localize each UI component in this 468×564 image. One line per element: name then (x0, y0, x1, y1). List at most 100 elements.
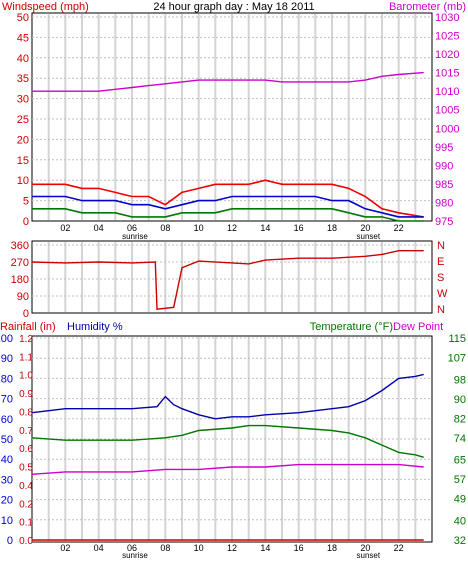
x-tick-label: 14 (260, 223, 270, 233)
x-tick-label: 22 (394, 223, 404, 233)
wind-barometer-grid (32, 14, 432, 220)
direction-tick-label: 360 (11, 240, 29, 252)
compass-tick-label: W (437, 288, 448, 300)
x-tick-label: 08 (160, 223, 170, 233)
x-tick-label: 16 (294, 223, 304, 233)
x-tick-label: 22 (394, 543, 404, 553)
rainfall-axis-ticks: 0.0 0.1 0.2 0.4 0.5 0.6 0.7 0.8 0.9 1.0 1.1 1.2 (19, 334, 33, 547)
barometer-tick-label: 985 (435, 179, 453, 191)
gust-line (32, 179, 424, 218)
humidity-tick-label: 0 (7, 535, 13, 547)
barometer-axis-ticks: 975 980 985 990 995 1000 1005 1010 1015 1020 1025 1… (435, 12, 459, 228)
windspeed-tick-label: 35 (17, 73, 29, 85)
barometer-tick-label: 995 (435, 142, 453, 154)
windspeed-tick-label: 30 (17, 94, 29, 106)
humidity-tick-label: 30 (1, 474, 13, 486)
temperature-tick-label: 49 (454, 494, 466, 506)
windspeed-tick-label: 20 (17, 134, 29, 146)
direction-degree-ticks: 0 90 180 270 360 (11, 240, 29, 320)
humidity-tick-label: 80 (1, 373, 13, 385)
wind-direction-grid (32, 242, 432, 312)
windspeed-tick-label: 25 (17, 114, 29, 126)
compass-tick-label: N (437, 240, 445, 252)
barometer-tick-label: 1000 (435, 123, 459, 135)
humidity-tick-label: 60 (1, 414, 13, 426)
rainfall-tick-label: 0.5 (19, 463, 33, 474)
barometer-tick-label: 1020 (435, 49, 459, 61)
windspeed-tick-label: 15 (17, 155, 29, 167)
rainfall-tick-label: 0.4 (19, 481, 33, 492)
average-wind-line (32, 195, 424, 218)
barometer-tick-label: 975 (435, 216, 453, 228)
sunset-label: sunset (357, 232, 381, 241)
barometer-tick-label: 1030 (435, 12, 459, 24)
chart-title: 24 hour graph day : May 18 2011 (153, 1, 314, 13)
wind-barometer-series (32, 71, 424, 222)
rainfall-tick-label: 0.8 (19, 407, 33, 418)
x-tick-label: 20 (360, 543, 370, 553)
temperature-axis-ticks: 32 40 49 57 65 74 82 90 98 107 115 (448, 333, 466, 547)
humidity-tick-label: 70 (1, 394, 13, 406)
x-tick-label: 18 (327, 543, 337, 553)
compass-tick-label: S (437, 272, 444, 284)
windspeed-tick-label: 0 (23, 216, 29, 228)
rainfall-tick-label: 0.9 (19, 389, 33, 400)
temperature-tick-label: 115 (448, 333, 466, 345)
wind-speed-line (32, 208, 424, 222)
rain-humidity-temperature-panel: 0.0 0.1 0.2 0.4 0.5 0.6 0.7 0.8 0.9 1.0 1.1 1.2 0 10… (0, 321, 466, 560)
sunset-label: sunset (357, 551, 381, 559)
x-tick-label: 12 (227, 223, 237, 233)
direction-tick-label: 90 (17, 291, 29, 303)
direction-tick-label: 180 (11, 274, 29, 286)
humidity-tick-label: 100 (0, 333, 13, 345)
humidity-axis-label: Humidity % (67, 321, 123, 333)
x-tick-label: 16 (294, 543, 304, 553)
humidity-line (31, 373, 424, 420)
rainfall-tick-label: 1.1 (19, 352, 33, 363)
windspeed-axis-label: Windspeed (mph) (2, 1, 89, 13)
direction-tick-label: 270 (11, 257, 29, 269)
rainfall-tick-label: 0.1 (19, 518, 33, 529)
direction-tick-label: 0 (23, 308, 29, 320)
temperature-tick-label: 74 (454, 433, 466, 445)
x-tick-label: 14 (260, 543, 270, 553)
windspeed-tick-label: 10 (17, 175, 29, 187)
temperature-tick-label: 107 (448, 352, 466, 364)
temperature-tick-label: 90 (454, 394, 466, 406)
barometer-tick-label: 990 (435, 160, 453, 172)
x-tick-label: 02 (60, 223, 70, 233)
x-tick-label: 20 (360, 223, 370, 233)
humidity-tick-label: 20 (1, 495, 13, 507)
humidity-tick-label: 10 (1, 515, 13, 527)
x-tick-label: 10 (194, 223, 204, 233)
humidity-axis-ticks: 0 10 20 30 40 50 60 70 80 90 100 (0, 333, 13, 547)
compass-tick-label: E (437, 256, 444, 268)
barometer-tick-label: 1015 (435, 68, 459, 80)
windspeed-tick-label: 40 (17, 53, 29, 65)
temperature-tick-label: 98 (454, 374, 466, 386)
x-tick-label: 08 (160, 543, 170, 553)
humidity-tick-label: 90 (1, 353, 13, 365)
humidity-tick-label: 40 (1, 454, 13, 466)
rainfall-axis-label: Rainfall (in) (0, 321, 56, 333)
rainfall-tick-label: 0.2 (19, 499, 33, 510)
x-tick-label: 18 (327, 223, 337, 233)
barometer-tick-label: 1005 (435, 105, 459, 117)
barometer-line (32, 71, 424, 92)
x-tick-label: 04 (94, 543, 104, 553)
barometer-axis-label: Barometer (mb) (389, 1, 466, 13)
humidity-tick-label: 50 (1, 434, 13, 446)
barometer-tick-label: 1025 (435, 31, 459, 43)
rain-time-axis-ticks: 02 04 06 08 10 12 14 16 18 20 22 sunrise sunset (60, 543, 404, 560)
windspeed-tick-label: 50 (17, 12, 29, 24)
rainfall-tick-label: 1.0 (19, 371, 33, 382)
dew-point-line (31, 463, 424, 475)
windspeed-axis-ticks: 0 5 10 15 20 25 30 35 40 45 50 (17, 12, 29, 228)
x-tick-label: 10 (194, 543, 204, 553)
sunrise-label: sunrise (122, 232, 148, 241)
x-tick-label: 06 (127, 543, 137, 553)
wind-direction-series (31, 249, 424, 310)
